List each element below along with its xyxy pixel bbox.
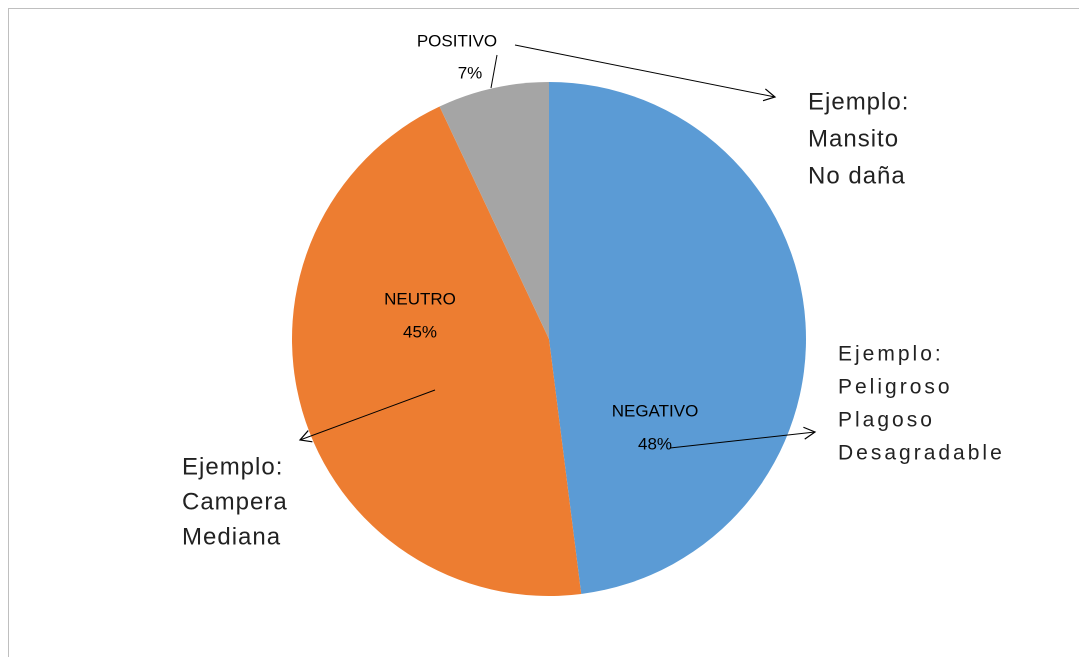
leader-arrow	[669, 426, 817, 449]
leader-arrow	[514, 44, 777, 102]
annotation: Plagoso	[838, 409, 935, 432]
annotation: Mediana	[182, 523, 281, 550]
category-label: NEUTRO	[384, 289, 456, 308]
value-label: 48%	[638, 434, 672, 453]
annotation: Mansito	[808, 125, 899, 152]
value-label: 45%	[403, 322, 437, 341]
annotation: No daña	[808, 162, 906, 189]
annotation: Desagradable	[838, 442, 1005, 465]
annotation: Ejemplo:	[182, 453, 283, 480]
pie-slice	[292, 106, 582, 597]
leader-arrow	[298, 389, 436, 443]
pie-slice	[439, 82, 549, 339]
annotation: Peligroso	[838, 376, 953, 399]
value-label: 7%	[458, 63, 483, 82]
category-label: NEGATIVO	[612, 401, 699, 420]
pie-slice	[549, 82, 807, 594]
annotation: Ejemplo:	[838, 343, 944, 366]
annotation: Campera	[182, 488, 288, 515]
annotation: Ejemplo:	[808, 88, 909, 115]
leader-line	[490, 54, 498, 89]
category-label: POSITIVO	[417, 31, 497, 50]
